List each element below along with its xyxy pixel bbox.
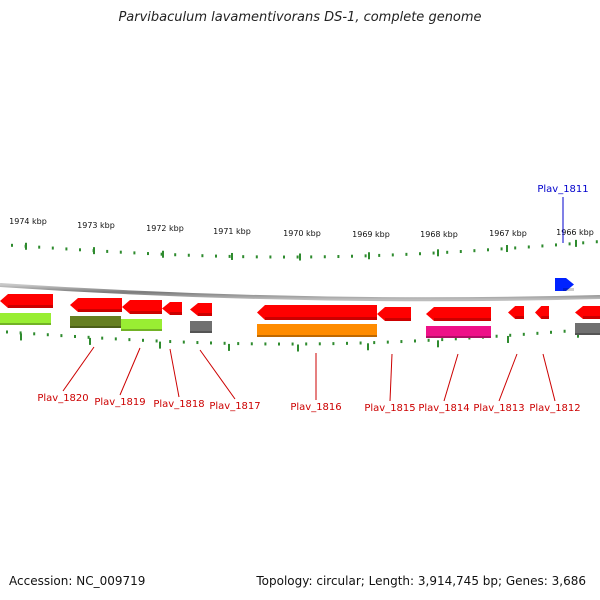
scale-label: 1973 kbp bbox=[77, 221, 115, 230]
gene-arrow[interactable] bbox=[535, 306, 549, 319]
cog-bar bbox=[257, 324, 377, 337]
gene-label-leader bbox=[389, 353, 393, 402]
scale-ticks-bottom bbox=[6, 327, 593, 352]
gene-label-leader bbox=[498, 353, 518, 402]
gene-shadow bbox=[8, 305, 53, 308]
gene-arrow[interactable] bbox=[70, 298, 122, 312]
gene-label[interactable]: Plav_1811 bbox=[537, 184, 588, 195]
gene-label[interactable]: Plav_1816 bbox=[290, 402, 341, 413]
gene-arrow[interactable] bbox=[508, 306, 524, 319]
gene-label[interactable]: Plav_1815 bbox=[364, 403, 415, 414]
cog-bar bbox=[190, 321, 212, 333]
gene-shadow bbox=[541, 316, 549, 319]
gene-labels: Plav_1820 Plav_1819 Plav_1818 Plav_1817 Plav… bbox=[37, 184, 588, 414]
cog-bar-shadow bbox=[190, 331, 212, 333]
scale-label: 1966 kbp bbox=[556, 228, 594, 237]
cog-bar-shadow bbox=[121, 329, 162, 331]
gene-arrow[interactable] bbox=[122, 300, 162, 314]
cog-bar-shadow bbox=[70, 326, 121, 328]
genome-backbone bbox=[0, 283, 600, 302]
accession-text: Accession: NC_009719 bbox=[9, 574, 146, 588]
gene-arrow[interactable] bbox=[257, 305, 377, 320]
cog-bar-shadow bbox=[0, 323, 51, 325]
gene-shadow bbox=[515, 316, 524, 319]
scale-label: 1972 kbp bbox=[146, 224, 184, 233]
gene-shadow bbox=[265, 317, 377, 320]
cog-bar bbox=[426, 326, 491, 338]
gene-label[interactable]: Plav_1813 bbox=[473, 403, 524, 414]
cog-bar bbox=[121, 319, 162, 331]
gene-label-leader bbox=[119, 347, 141, 396]
gene-label-leader bbox=[443, 353, 459, 402]
gene-arrow[interactable] bbox=[426, 307, 491, 321]
scale-labels: 1974 kbp 1973 kbp 1972 kbp 1971 kbp 1970 kbp… bbox=[9, 217, 594, 239]
gene-shadow bbox=[583, 316, 600, 319]
scale-label: 1971 kbp bbox=[213, 227, 251, 236]
scale-label: 1974 kbp bbox=[9, 217, 47, 226]
gene-label[interactable]: Plav_1820 bbox=[37, 393, 88, 404]
gene-label-leader bbox=[62, 346, 95, 392]
gene-shadow bbox=[78, 309, 122, 312]
gene-arrow[interactable] bbox=[377, 307, 411, 321]
gene-arrow[interactable] bbox=[0, 294, 53, 308]
cog-bars bbox=[0, 313, 600, 338]
gene-label[interactable]: Plav_1819 bbox=[94, 397, 145, 408]
scale-ticks-top bbox=[11, 239, 598, 261]
gene-shadow bbox=[563, 288, 574, 291]
cog-bar-shadow bbox=[257, 335, 377, 337]
gene-shadow bbox=[130, 311, 162, 314]
gene-shadow bbox=[434, 318, 491, 321]
gene-arrow[interactable] bbox=[575, 306, 600, 319]
cog-bar bbox=[575, 323, 600, 335]
gene-shadow bbox=[198, 313, 212, 316]
cog-bar bbox=[70, 316, 121, 328]
gene-label[interactable]: Plav_1812 bbox=[529, 403, 580, 414]
gene-label-leader bbox=[169, 348, 180, 398]
gene-label-leader bbox=[199, 349, 236, 400]
gene-arrow[interactable] bbox=[555, 278, 574, 291]
cog-bar bbox=[0, 313, 51, 325]
cog-bar-shadow bbox=[575, 333, 600, 335]
gene-arrows bbox=[0, 278, 600, 321]
genome-summary: Topology: circular; Length: 3,914,745 bp… bbox=[256, 574, 586, 588]
gene-arrow[interactable] bbox=[162, 302, 182, 315]
gene-shadow bbox=[170, 312, 182, 315]
scale-label: 1967 kbp bbox=[489, 229, 527, 238]
gene-label[interactable]: Plav_1818 bbox=[153, 399, 204, 410]
scale-label: 1970 kbp bbox=[283, 229, 321, 238]
cog-bar-shadow bbox=[426, 336, 491, 338]
gene-label-leader bbox=[542, 353, 556, 402]
gene-label[interactable]: Plav_1814 bbox=[418, 403, 469, 414]
gene-shadow bbox=[385, 318, 411, 321]
scale-label: 1969 kbp bbox=[352, 230, 390, 239]
gene-arrow[interactable] bbox=[190, 303, 212, 316]
gene-label[interactable]: Plav_1817 bbox=[209, 401, 260, 412]
scale-label: 1968 kbp bbox=[420, 230, 458, 239]
genome-title: Parvibaculum lavamentivorans DS-1, compl… bbox=[118, 10, 482, 25]
